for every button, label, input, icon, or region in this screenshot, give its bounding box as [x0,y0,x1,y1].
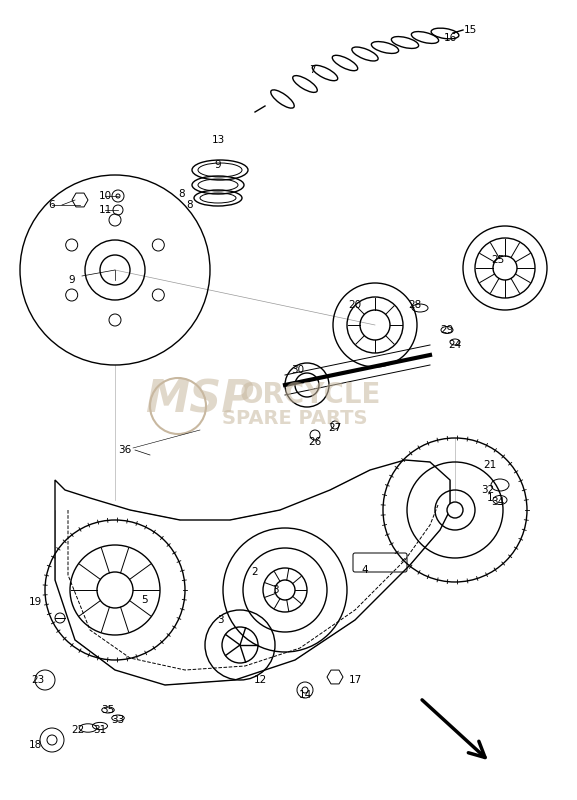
Text: 4: 4 [362,565,368,575]
Circle shape [447,502,463,518]
Text: 22: 22 [72,725,85,735]
Text: 10: 10 [99,191,111,201]
Text: 8: 8 [179,189,185,199]
Text: 32: 32 [481,485,494,495]
Text: 3: 3 [217,615,223,625]
Text: 21: 21 [484,460,497,470]
Text: 26: 26 [308,437,321,447]
Text: 17: 17 [349,675,362,685]
Text: 34: 34 [492,497,505,507]
Text: 24: 24 [448,340,462,350]
Text: 16: 16 [443,33,456,43]
Text: 2: 2 [252,567,258,577]
Text: 31: 31 [93,725,107,735]
Text: 27: 27 [328,423,342,433]
Text: 18: 18 [28,740,42,750]
Text: 3: 3 [272,585,278,595]
Text: 36: 36 [118,445,132,455]
Text: 14: 14 [298,690,312,700]
Text: 7: 7 [309,65,315,75]
Text: 12: 12 [253,675,267,685]
Text: 29: 29 [440,325,454,335]
Text: 33: 33 [111,715,125,725]
Text: 5: 5 [142,595,148,605]
Text: 9: 9 [215,160,222,170]
Text: MSP: MSP [145,378,254,422]
Text: SPARE PARTS: SPARE PARTS [222,409,368,427]
Text: 20: 20 [349,300,362,310]
Text: 28: 28 [409,300,422,310]
Text: 8: 8 [187,200,193,210]
Text: 9: 9 [69,275,76,285]
Text: ORCYCLE: ORCYCLE [239,381,381,409]
Text: 25: 25 [492,255,505,265]
Text: 35: 35 [102,705,115,715]
Text: 23: 23 [31,675,44,685]
Text: 11: 11 [98,205,111,215]
Text: 13: 13 [211,135,224,145]
Text: 19: 19 [28,597,42,607]
Text: 1: 1 [486,493,493,503]
Text: 15: 15 [463,25,477,35]
Text: 30: 30 [291,365,305,375]
Text: 6: 6 [48,200,55,210]
